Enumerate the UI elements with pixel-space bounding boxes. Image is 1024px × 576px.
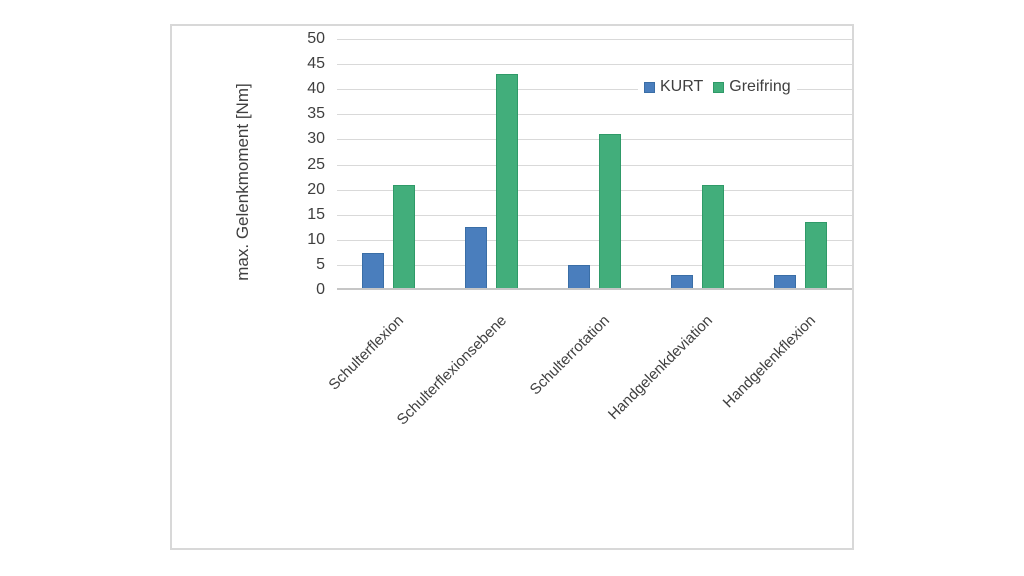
- y-tick-label: 20: [307, 180, 325, 198]
- legend-item-kurt: KURT: [644, 78, 703, 96]
- y-tick-label: 45: [307, 55, 325, 73]
- gridline-y-50: [337, 39, 852, 40]
- legend: KURT Greifring: [638, 75, 797, 99]
- y-tick-label: 40: [307, 80, 325, 98]
- y-tick-label: 35: [307, 105, 325, 123]
- bar-kurt-1: [362, 253, 384, 290]
- gridline-y-5: [337, 264, 852, 266]
- x-axis-line: [337, 288, 852, 290]
- bar-greifring-1: [393, 184, 415, 290]
- bar-greifring-4: [702, 184, 724, 290]
- gridline-y-20: [337, 189, 852, 191]
- y-tick-label: 30: [307, 130, 325, 148]
- gridline-y-10: [337, 239, 852, 241]
- x-category-label-2: Schulterflexionsebene: [393, 312, 510, 429]
- legend-swatch-icon: [713, 81, 725, 93]
- y-tick-label: 5: [316, 255, 325, 273]
- x-category-label-5: Handgelenkflexion: [719, 312, 819, 412]
- legend-label: Greifring: [729, 78, 791, 95]
- bar-greifring-2: [496, 74, 518, 290]
- bar-greifring-5: [805, 222, 827, 290]
- gridline-y-30: [337, 139, 852, 141]
- y-axis-title: max. Gelenkmoment [Nm]: [233, 83, 252, 281]
- bar-greifring-3: [599, 134, 621, 290]
- gridline-y-15: [337, 214, 852, 216]
- y-tick-label: 25: [307, 155, 325, 173]
- x-category-label-4: Handgelenkdeviation: [604, 312, 716, 424]
- gridline-y-45: [337, 64, 852, 66]
- legend-swatch-icon: [644, 81, 655, 93]
- y-tick-label: 0: [316, 281, 325, 298]
- gridline-y-40: [337, 89, 852, 91]
- bar-kurt-2: [465, 227, 487, 290]
- gridline-y-25: [337, 164, 852, 166]
- y-tick-label: 10: [307, 230, 325, 248]
- legend-label: KURT: [660, 78, 704, 95]
- bar-kurt-3: [568, 264, 590, 290]
- x-category-label-3: Schulterrotation: [526, 312, 613, 399]
- chart-figure: max. Gelenkmoment [Nm] 0 5 10 15 20 25 30 35 40 4…: [170, 24, 854, 550]
- y-tick-label: 15: [307, 205, 325, 223]
- plot-area: [337, 39, 852, 290]
- y-tick-label: 50: [307, 30, 325, 47]
- x-category-label-1: Schulterflexion: [324, 312, 407, 394]
- legend-item-greifring: Greifring: [713, 78, 791, 96]
- gridline-y-35: [337, 114, 852, 116]
